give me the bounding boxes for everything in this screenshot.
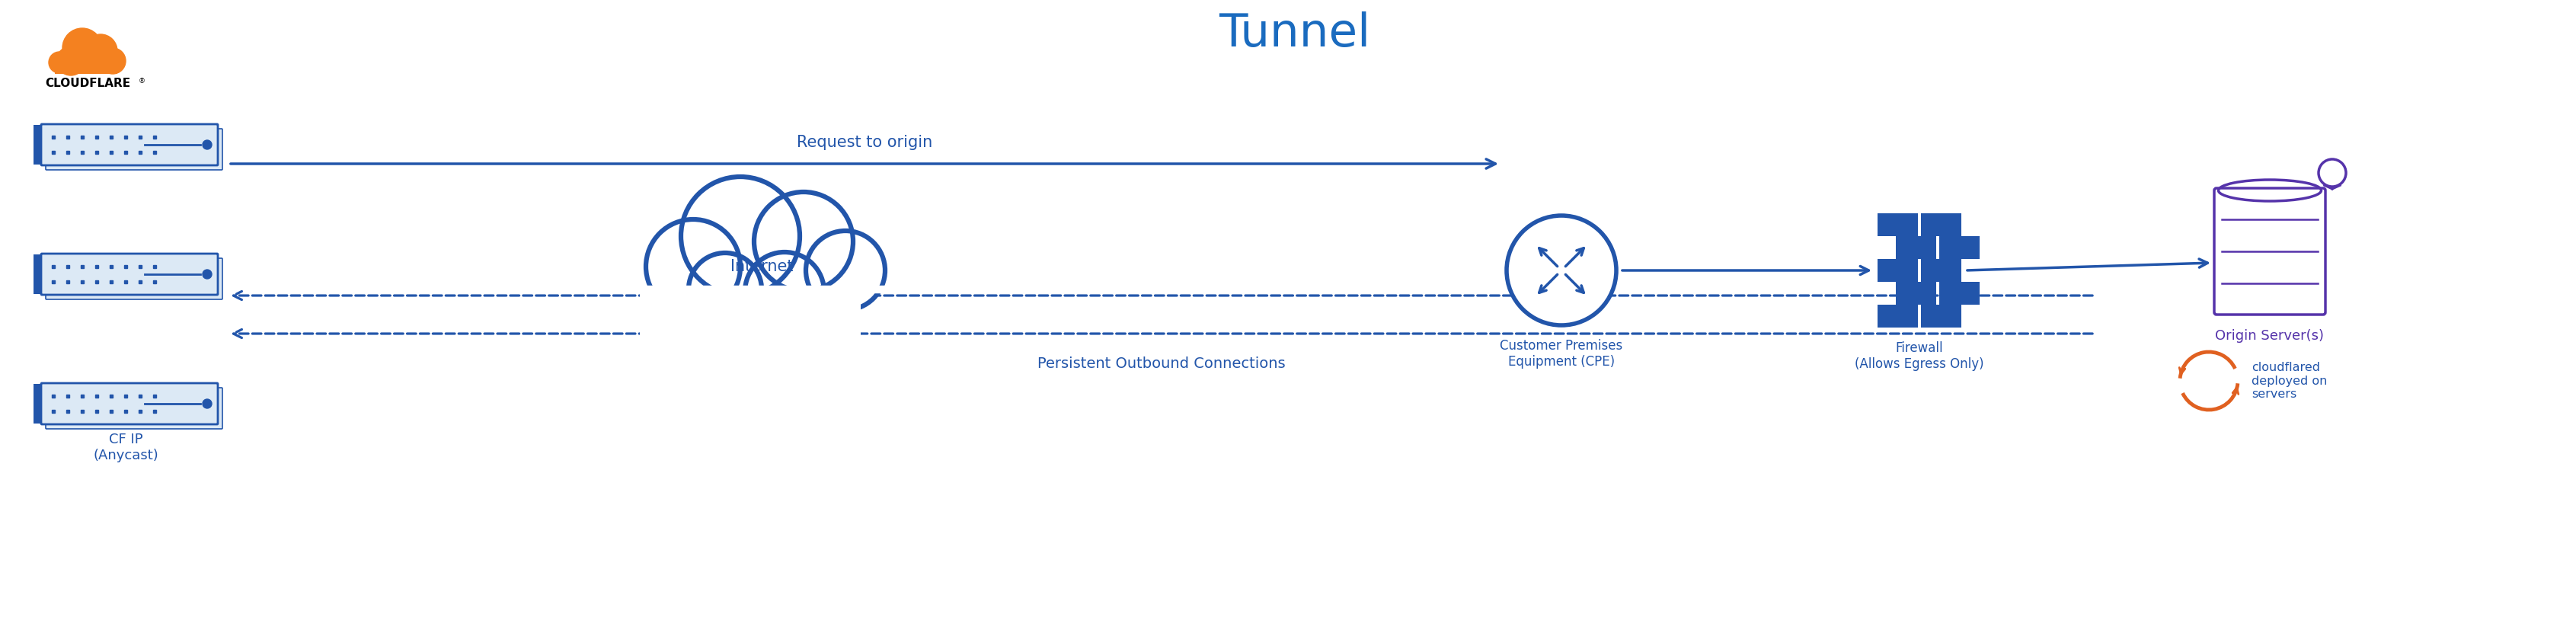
- FancyBboxPatch shape: [1940, 236, 1981, 259]
- FancyBboxPatch shape: [1940, 282, 1981, 305]
- Circle shape: [204, 140, 211, 149]
- Circle shape: [806, 231, 886, 310]
- Circle shape: [1507, 217, 1615, 324]
- Circle shape: [688, 253, 762, 326]
- Text: CF IP
(Anycast): CF IP (Anycast): [93, 433, 157, 462]
- FancyBboxPatch shape: [1878, 259, 1917, 282]
- FancyBboxPatch shape: [1922, 213, 1960, 236]
- FancyBboxPatch shape: [1896, 282, 1937, 305]
- FancyBboxPatch shape: [41, 254, 219, 295]
- Circle shape: [100, 48, 126, 74]
- FancyBboxPatch shape: [41, 124, 219, 165]
- Circle shape: [57, 46, 85, 75]
- Circle shape: [680, 176, 799, 296]
- Circle shape: [204, 270, 211, 279]
- FancyBboxPatch shape: [1896, 236, 1937, 259]
- Text: Internet: Internet: [729, 259, 793, 274]
- FancyBboxPatch shape: [46, 387, 222, 429]
- Circle shape: [744, 252, 824, 331]
- FancyBboxPatch shape: [2215, 188, 2326, 315]
- Text: Firewall
(Allows Egress Only): Firewall (Allows Egress Only): [1855, 341, 1984, 371]
- Text: Request to origin: Request to origin: [796, 135, 933, 150]
- Text: ®: ®: [139, 78, 144, 85]
- FancyBboxPatch shape: [1922, 259, 1960, 282]
- Circle shape: [62, 28, 103, 68]
- Text: Tunnel: Tunnel: [1218, 12, 1370, 56]
- FancyBboxPatch shape: [46, 129, 222, 170]
- Circle shape: [204, 399, 211, 408]
- Text: cloudflared
deployed on
servers: cloudflared deployed on servers: [2251, 362, 2326, 400]
- FancyBboxPatch shape: [1878, 305, 1917, 328]
- Circle shape: [647, 220, 739, 314]
- FancyBboxPatch shape: [33, 125, 41, 165]
- Text: Persistent Outbound Connections: Persistent Outbound Connections: [1038, 357, 1285, 371]
- Circle shape: [755, 192, 853, 291]
- FancyBboxPatch shape: [46, 259, 222, 299]
- FancyBboxPatch shape: [33, 384, 41, 423]
- Text: Customer Premises
Equipment (CPE): Customer Premises Equipment (CPE): [1499, 339, 1623, 368]
- FancyBboxPatch shape: [41, 383, 219, 424]
- Text: CLOUDFLARE: CLOUDFLARE: [44, 78, 131, 89]
- Text: Origin Server(s): Origin Server(s): [2215, 329, 2324, 343]
- FancyBboxPatch shape: [1922, 305, 1960, 328]
- Circle shape: [85, 35, 118, 68]
- FancyBboxPatch shape: [33, 254, 41, 294]
- Circle shape: [49, 52, 70, 73]
- FancyBboxPatch shape: [639, 289, 860, 354]
- FancyBboxPatch shape: [1878, 213, 1917, 236]
- FancyBboxPatch shape: [54, 60, 118, 74]
